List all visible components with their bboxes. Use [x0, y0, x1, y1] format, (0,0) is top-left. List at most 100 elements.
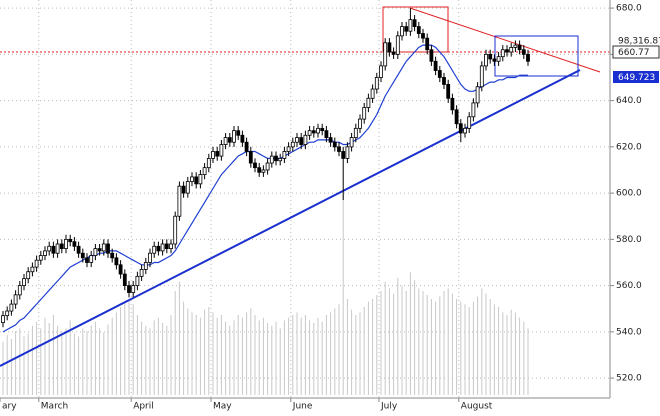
candle-body: [43, 250, 47, 256]
volume-bar: [367, 301, 369, 395]
candle-body: [127, 285, 131, 293]
candle-body: [13, 294, 18, 305]
candle-body: [282, 151, 287, 159]
support-trendline: [0, 69, 581, 367]
volume-bar: [304, 315, 306, 395]
volume-bar: [208, 307, 210, 395]
volume-bar: [426, 295, 428, 395]
candle-body: [223, 137, 228, 145]
volume-bar: [174, 291, 176, 395]
volume-bar: [506, 315, 508, 395]
candle-body: [257, 167, 262, 173]
candle-body: [97, 248, 102, 252]
price-label: 649.723: [618, 73, 655, 83]
candle-body: [265, 162, 270, 171]
axis-labels: 520.0540.0560.0580.0600.0620.0640.0660.0…: [0, 4, 642, 412]
candle-body: [429, 49, 434, 62]
candle-body: [412, 19, 417, 27]
candle-body: [379, 65, 383, 78]
y-tick-label: 560.0: [616, 281, 642, 291]
candle-body: [454, 109, 459, 125]
volume-bar: [405, 291, 407, 395]
x-tick-label: ary: [2, 402, 17, 412]
candle-body: [198, 174, 203, 185]
volume-bar: [430, 299, 432, 395]
volume-bar: [183, 301, 185, 395]
candle-body: [5, 310, 10, 317]
volume-bar: [10, 339, 12, 395]
x-tick-label: August: [461, 402, 493, 412]
candle-body: [446, 84, 451, 99]
volume-bar: [519, 317, 521, 395]
candle-body: [505, 49, 509, 53]
candle-body: [160, 243, 165, 252]
price-tag: [612, 45, 660, 59]
volume-bar: [502, 312, 504, 395]
volume-bar: [115, 312, 117, 395]
candle-body: [143, 262, 148, 270]
volume-bar: [204, 309, 206, 395]
candle-body: [492, 58, 497, 62]
volume-bar: [317, 317, 319, 395]
volume-bars: [2, 195, 529, 395]
candle-body: [421, 33, 425, 39]
x-tick-label: June: [292, 402, 313, 412]
volume-bar: [216, 317, 218, 395]
candle-body: [232, 130, 236, 143]
candle-body: [442, 77, 446, 85]
volume-bar: [443, 291, 445, 395]
candle-body: [526, 53, 530, 62]
volume-bar: [393, 293, 395, 395]
volume-bar: [359, 312, 361, 395]
volume-bar: [94, 321, 96, 395]
candle-body: [437, 70, 442, 78]
candle-body: [450, 97, 455, 111]
candle-body: [190, 176, 194, 182]
candle-body: [236, 130, 241, 136]
candle-body: [467, 116, 472, 129]
candle-body: [463, 127, 467, 134]
candle-body: [311, 130, 316, 134]
highlight-box: [382, 6, 449, 53]
candle-body: [38, 255, 43, 261]
volume-bar: [283, 320, 285, 395]
candle-body: [299, 137, 304, 145]
candle-body: [395, 35, 400, 55]
candle-body: [253, 162, 257, 169]
candle-body: [47, 245, 52, 252]
volume-bar: [296, 312, 298, 395]
volume-bar: [99, 328, 101, 395]
volume-bar: [229, 325, 231, 395]
candle-body: [181, 185, 186, 194]
volume-bar: [136, 315, 138, 395]
candle-body: [475, 86, 480, 104]
volume-bar: [187, 308, 189, 395]
candle-body: [307, 130, 312, 136]
candle-body: [337, 146, 341, 152]
candles: [1, 8, 530, 328]
candle-body: [261, 169, 266, 173]
candle-body: [206, 158, 211, 169]
candle-body: [169, 243, 173, 250]
candle-body: [500, 49, 505, 58]
volume-bar: [397, 277, 399, 395]
volume-bar: [86, 331, 88, 395]
price-label: 98,316.87: [618, 37, 660, 47]
volume-bar: [2, 341, 4, 395]
candle-body: [219, 144, 224, 157]
candle-body: [353, 127, 358, 139]
volume-bar: [262, 317, 264, 395]
volume-bar: [250, 308, 252, 395]
candle-body: [131, 285, 136, 293]
y-tick-label: 620.0: [616, 142, 642, 152]
volume-bar: [309, 320, 311, 395]
volume-bar: [225, 321, 227, 395]
volume-bar: [456, 299, 458, 395]
candle-body: [9, 303, 14, 312]
candle-body: [425, 37, 430, 51]
candle-body: [387, 42, 392, 53]
candle-body: [156, 245, 161, 252]
candle-body: [227, 137, 232, 143]
candle-body: [34, 259, 39, 268]
